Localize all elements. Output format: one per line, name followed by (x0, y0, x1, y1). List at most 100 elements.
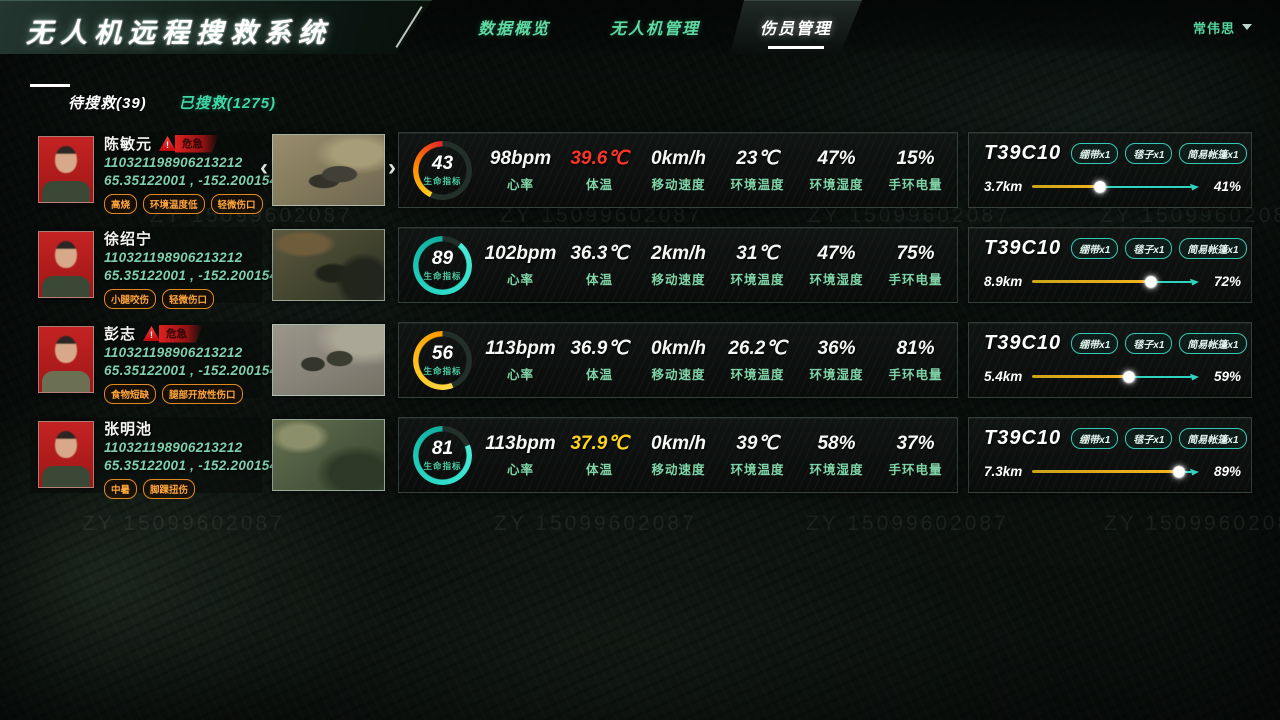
stat-heart-rate: 98bpm 心率 (489, 147, 552, 192)
condition-tags: 小腿咬伤 轻微伤口 (104, 289, 260, 309)
distance-label: 8.9km (984, 274, 1023, 289)
prev-photo-arrow[interactable]: ‹ (260, 154, 268, 181)
warning-triangle-icon: ! (159, 136, 177, 151)
next-photo-arrow[interactable]: › (388, 154, 396, 181)
vitals-panel: 89 生命指标 102bpm 心率 36.3℃ 体温 2km/h 移动速度 31℃ 环境温… (398, 227, 958, 303)
casualty-details: 彭志 ! 危急 110321198906213212 65.35122001 ,… (104, 325, 278, 404)
casualty-id-photo (38, 326, 94, 393)
active-subtab-marker (30, 84, 70, 87)
chevron-down-icon (1242, 24, 1252, 30)
condition-tag: 脚踝扭伤 (143, 479, 196, 499)
progress-percent: 89% (1213, 464, 1241, 479)
life-gauge: 81 生命指标 (413, 426, 472, 485)
stat-env-temp: 26.2℃ 环境温度 (728, 338, 787, 382)
casualty-id-photo (38, 231, 94, 298)
slider-handle[interactable] (1093, 180, 1106, 193)
slider-rest (1150, 280, 1191, 283)
nav-item-drone-management[interactable]: 无人机管理 (610, 21, 701, 38)
slider-fill (1032, 470, 1175, 473)
casualty-id-number: 110321198906213212 (104, 155, 243, 170)
critical-badge: ! 危急 (143, 325, 203, 343)
vitals-panel: 43 生命指标 98bpm 心率 39.6℃ 体温 0km/h 移动速度 23℃ 环境温度… (398, 132, 958, 208)
casualty-info: 陈敏元 ! 危急 110321198906213212 65.35122001 … (30, 132, 277, 214)
stat-body-temp: 39.6℃ 体温 (570, 148, 629, 192)
supply-badge: 绷带x1 (1071, 143, 1119, 164)
supply-badge: 毯子x1 (1125, 428, 1173, 449)
delivery-progress-slider[interactable] (1032, 465, 1199, 478)
supply-badge: 绷带x1 (1071, 333, 1119, 354)
condition-tag: 食物短缺 (104, 384, 157, 404)
stat-body-temp: 37.9℃ 体温 (570, 433, 629, 477)
supply-badge: 简易帐篷x1 (1179, 333, 1247, 354)
app-title: 无人机远程搜救系统 (26, 18, 332, 48)
stat-band-battery: 81% 手环电量 (888, 337, 943, 382)
supply-badge: 毯子x1 (1125, 238, 1173, 259)
drone-id: T39C10 (984, 332, 1062, 354)
slider-rest (1129, 375, 1191, 378)
slider-fill (1032, 185, 1096, 188)
stat-env-temp: 39℃ 环境温度 (730, 433, 785, 477)
delivery-panel: T39C10 绷带x1 毯子x1 简易帐篷x1 5.4km 59% (968, 322, 1252, 398)
stat-env-temp: 23℃ 环境温度 (730, 148, 785, 192)
stat-env-humidity: 47% 环境湿度 (809, 242, 864, 287)
condition-tag: 高烧 (104, 194, 138, 214)
slider-fill (1032, 280, 1147, 283)
delivery-panel: T39C10 绷带x1 毯子x1 简易帐篷x1 3.7km 41% (968, 132, 1252, 208)
scene-photo[interactable] (272, 229, 385, 301)
arrow-tip-icon (1189, 373, 1199, 381)
casualty-row: 陈敏元 ! 危急 110321198906213212 65.35122001 … (30, 132, 1252, 214)
life-label: 生命指标 (423, 461, 462, 471)
delivery-progress-slider[interactable] (1032, 180, 1199, 193)
drone-id: T39C10 (984, 237, 1062, 259)
supply-badge: 毯子x1 (1125, 143, 1173, 164)
tab-pending-rescue[interactable]: 待搜救(39) (68, 95, 147, 112)
condition-tag: 轻微伤口 (162, 289, 215, 309)
stat-speed: 0km/h 移动速度 (651, 337, 706, 382)
condition-tags: 中暑 脚踝扭伤 (104, 479, 260, 499)
stat-band-battery: 37% 手环电量 (888, 432, 943, 477)
slider-handle[interactable] (1172, 465, 1185, 478)
casualty-info: 彭志 ! 危急 110321198906213212 65.35122001 ,… (30, 322, 277, 404)
stat-band-battery: 75% 手环电量 (888, 242, 943, 287)
casualty-coordinates: 65.35122001 , -152.200154 (104, 268, 278, 283)
watermark: ZY 15099602087 (808, 204, 1011, 227)
condition-tags: 食物短缺 腿部开放性伤口 (104, 384, 260, 404)
warning-triangle-icon: ! (143, 326, 161, 341)
slider-handle[interactable] (1144, 275, 1157, 288)
slider-rest (1099, 185, 1191, 188)
slider-handle[interactable] (1123, 370, 1136, 383)
supply-badge: 简易帐篷x1 (1179, 428, 1247, 449)
life-label: 生命指标 (423, 176, 462, 186)
condition-tag: 小腿咬伤 (104, 289, 157, 309)
user-menu[interactable]: 常伟思 (1193, 0, 1252, 54)
delivery-progress-slider[interactable] (1032, 275, 1199, 288)
progress-percent: 72% (1213, 274, 1241, 289)
scene-photo[interactable] (272, 324, 385, 396)
delivery-progress-slider[interactable] (1032, 370, 1199, 383)
stat-env-temp: 31℃ 环境温度 (730, 243, 785, 287)
casualty-name: 陈敏元 (104, 136, 153, 153)
life-label: 生命指标 (423, 366, 462, 376)
scene-photo[interactable] (272, 134, 385, 206)
stat-heart-rate: 113bpm 心率 (485, 432, 556, 477)
condition-tags: 高烧 环境温度低 轻微伤口 (104, 194, 263, 214)
slider-rest (1178, 470, 1191, 473)
casualty-name: 徐绍宁 (104, 231, 153, 248)
scene-photo[interactable] (272, 419, 385, 491)
casualty-details: 陈敏元 ! 危急 110321198906213212 65.35122001 … (104, 135, 278, 214)
nav-item-casualty-management[interactable]: 伤员管理 (730, 0, 862, 54)
user-name: 常伟思 (1192, 20, 1235, 36)
casualty-coordinates: 65.35122001 , -152.200154 (104, 458, 278, 473)
casualty-details: 徐绍宁 110321198906213212 65.35122001 , -15… (104, 230, 278, 309)
drone-id: T39C10 (984, 142, 1062, 164)
casualty-id-number: 110321198906213212 (104, 345, 243, 360)
critical-label: 危急 (175, 135, 219, 153)
stat-body-temp: 36.3℃ 体温 (570, 243, 629, 287)
casualty-coordinates: 65.35122001 , -152.200154 (104, 363, 278, 378)
distance-label: 5.4km (984, 369, 1023, 384)
nav-item-data-overview[interactable]: 数据概览 (478, 21, 551, 38)
stat-heart-rate: 113bpm 心率 (485, 337, 556, 382)
supply-badge: 简易帐篷x1 (1179, 143, 1247, 164)
tab-rescued[interactable]: 已搜救(1275) (178, 95, 277, 112)
casualty-coordinates: 65.35122001 , -152.200154 (104, 173, 278, 188)
